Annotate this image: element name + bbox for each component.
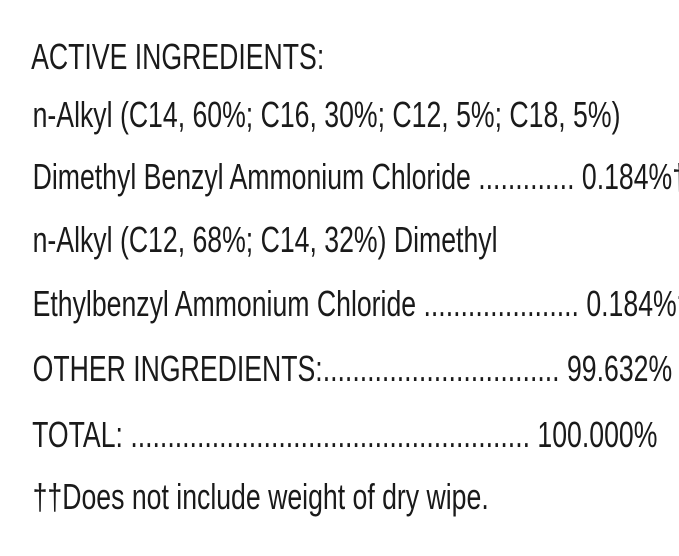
ingredient-dimethyl-benzyl-ammonium-chloride: Dimethyl Benzyl Ammonium Chloride ......… [3,117,679,236]
other-ingredients-label: OTHER INGREDIENTS: [32,347,323,389]
heading-text: ACTIVE INGREDIENTS: [31,35,325,77]
dot-leader: ..................... [416,282,587,324]
ingredient-percentage: 0.184%†† [586,282,679,324]
footnote: ††Does not include weight of dry wipe. [3,437,679,556]
total-percentage: 100.000% [537,413,658,455]
dot-leader: ........................................… [122,413,538,455]
other-ingredients-row: OTHER INGREDIENTS:......................… [3,309,679,428]
ingredient-n-alkyl-composition-1: n-Alkyl (C14, 60%; C16, 30%; C12, 5%; C1… [3,55,679,174]
dot-leader: ................................ [322,347,567,389]
ingredient-name: Ethylbenzyl Ammonium Chloride [32,282,417,324]
dot-leader: ............. [470,155,582,197]
ingredient-percentage: 0.184%†† [581,155,679,197]
other-ingredients-percentage: 99.632% [566,347,673,389]
ingredient-ethylbenzyl-ammonium-chloride: Ethylbenzyl Ammonium Chloride ..........… [3,244,679,363]
footnote-text: ††Does not include weight of dry wipe. [32,475,489,517]
ingredient-name: Dimethyl Benzyl Ammonium Chloride [32,155,471,197]
ingredient-text: n-Alkyl (C12, 68%; C14, 32%) Dimethyl [32,218,498,260]
ingredient-text: n-Alkyl (C14, 60%; C16, 30%; C12, 5%; C1… [32,93,621,135]
total-row: TOTAL: .................................… [3,375,679,494]
total-label: TOTAL: [32,413,123,455]
active-ingredients-panel: ACTIVE INGREDIENTS: n-Alkyl (C14, 60%; C… [3,0,679,516]
ingredient-n-alkyl-composition-2: n-Alkyl (C12, 68%; C14, 32%) Dimethyl [3,180,679,299]
active-ingredients-heading: ACTIVE INGREDIENTS: [3,0,679,116]
